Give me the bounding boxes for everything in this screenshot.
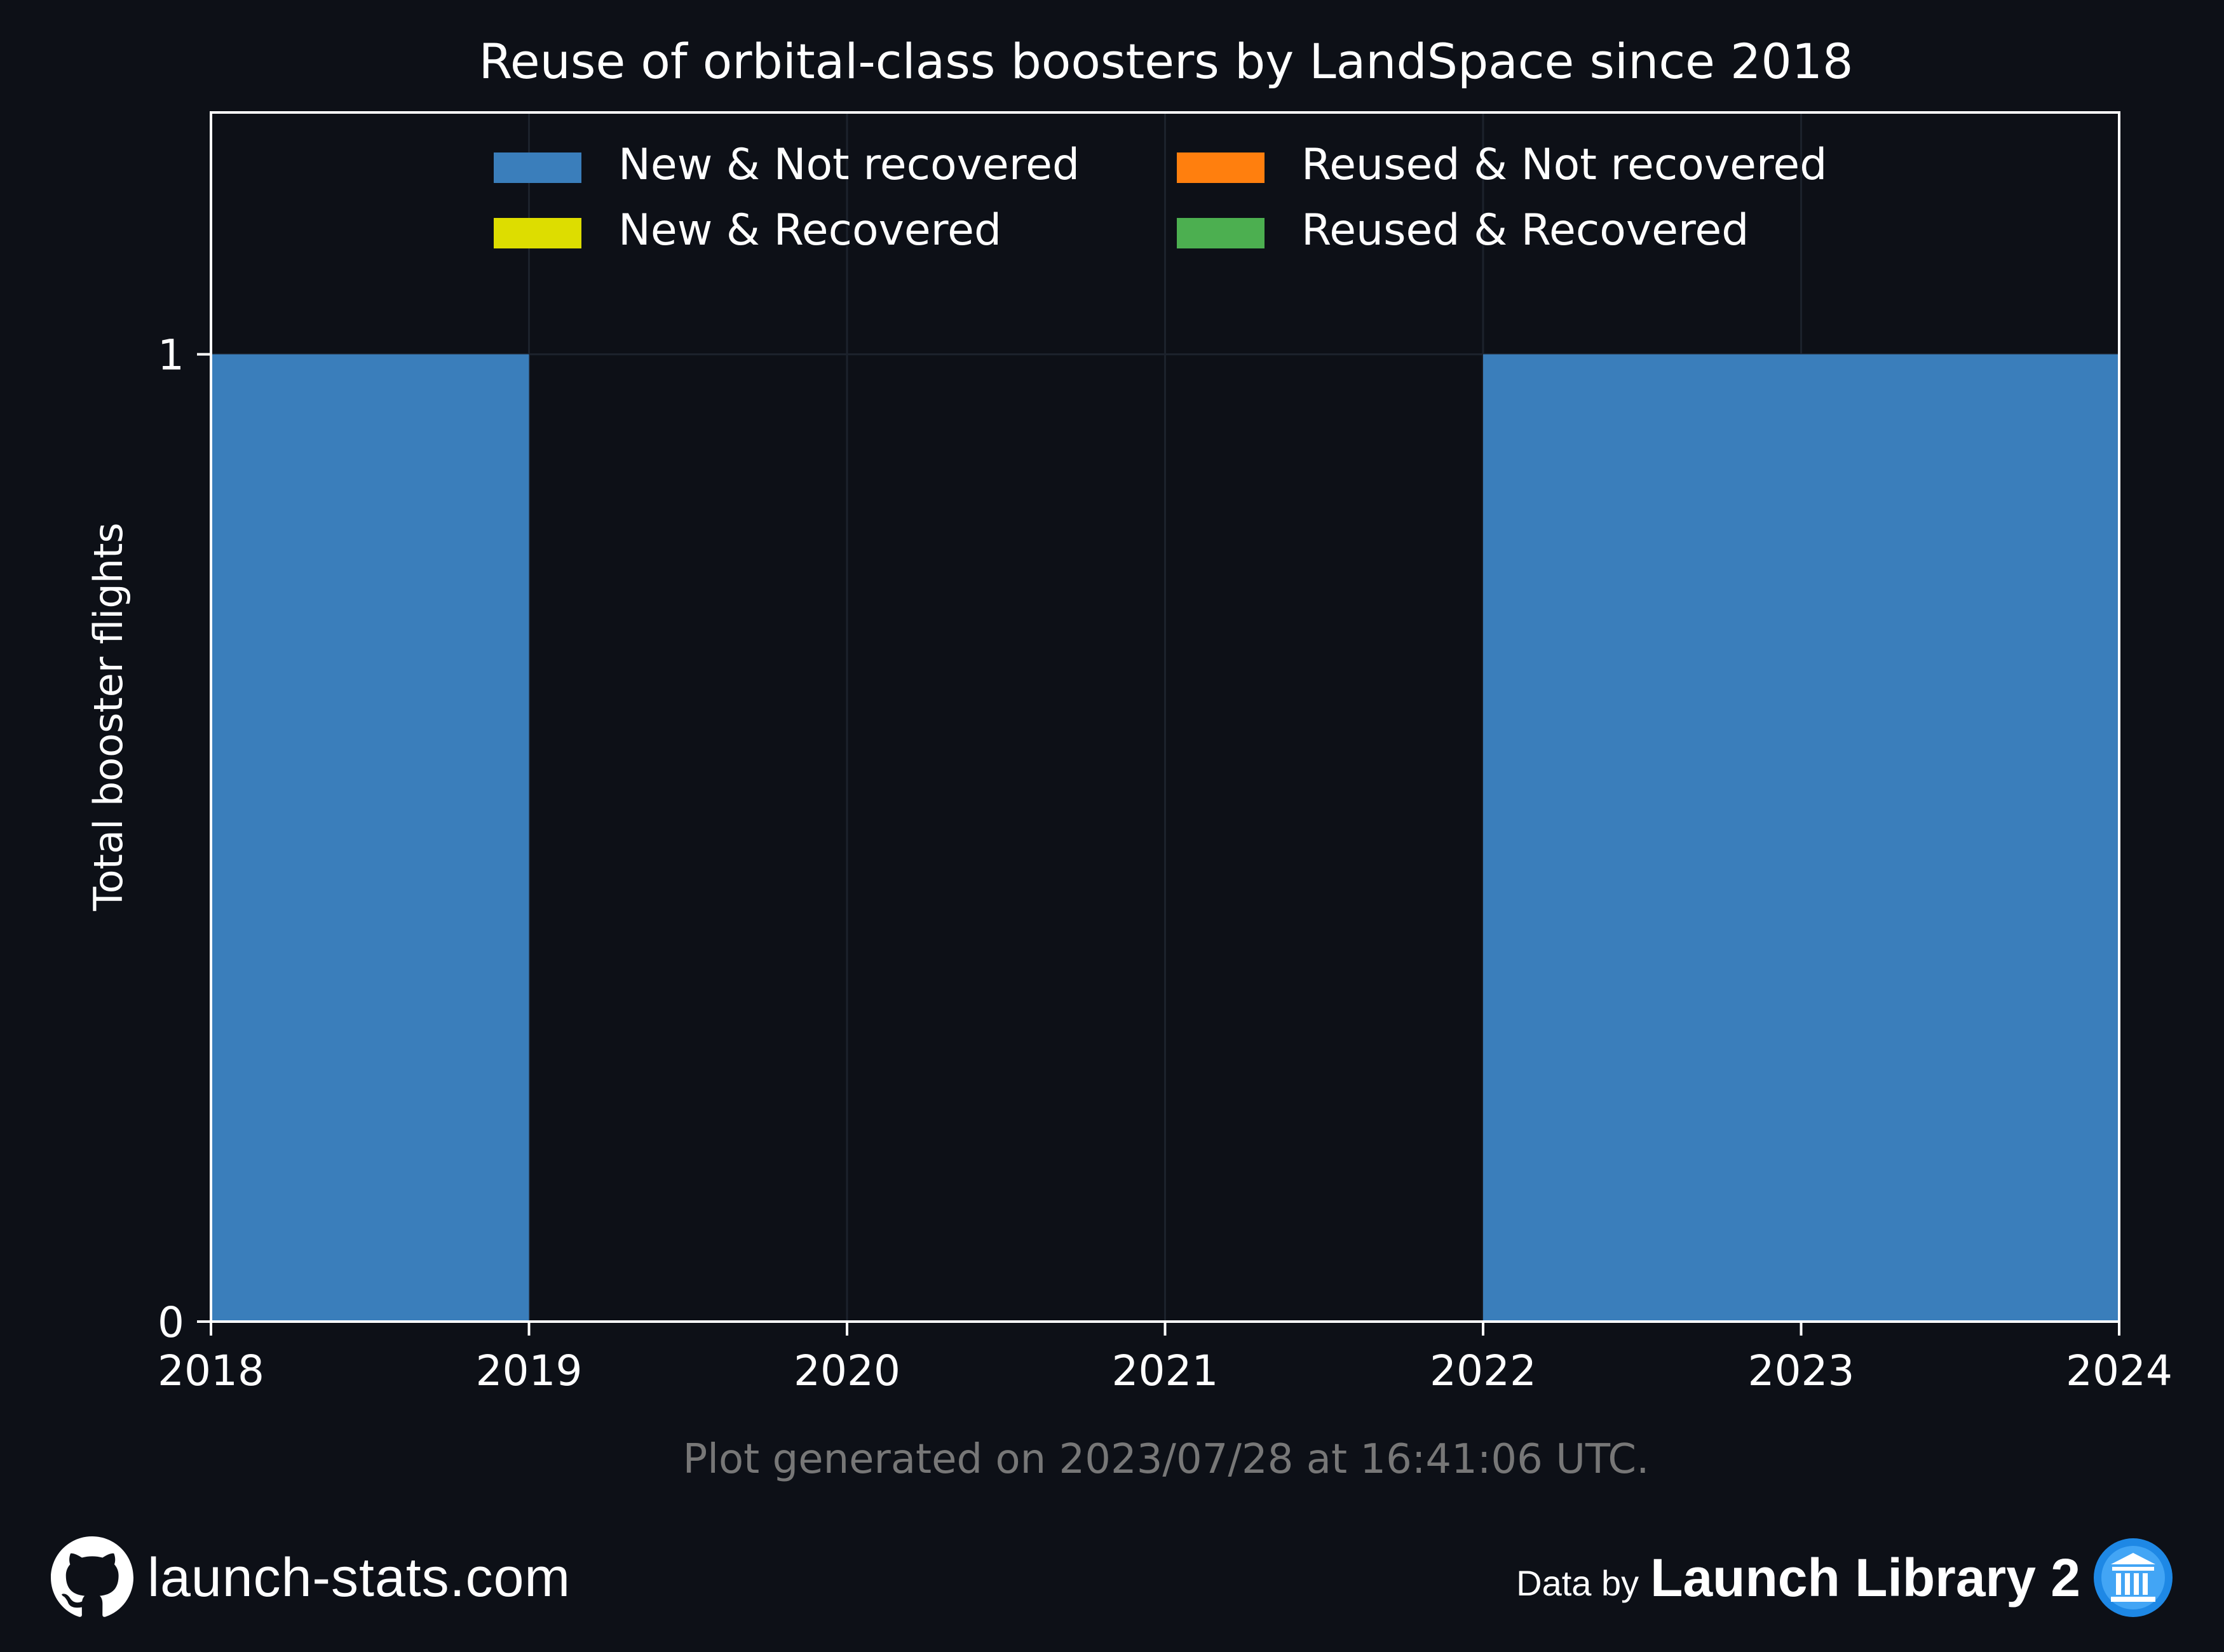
- generated-note: Plot generated on 2023/07/28 at 16:41:06…: [683, 1436, 1650, 1483]
- y-tick-label: 1: [158, 331, 184, 380]
- y-tick-label: 0: [158, 1298, 184, 1347]
- x-tick-label: 2021: [1112, 1346, 1219, 1395]
- legend-swatch: [494, 152, 581, 183]
- legend-swatch: [494, 218, 581, 248]
- footer-data-by-label: Data by: [1516, 1562, 1639, 1603]
- legend: New & Not recovered New & Recovered Reused…: [494, 140, 1827, 255]
- x-tick-label: 2022: [1430, 1346, 1536, 1395]
- x-tick-label: 2023: [1748, 1346, 1855, 1395]
- bars: [211, 354, 2119, 1322]
- footer-data-source[interactable]: Data by Launch Library 2: [1516, 1536, 2174, 1619]
- y-axis: 01: [158, 331, 211, 1347]
- footer-source-name: Launch Library 2: [1650, 1547, 2080, 1608]
- x-tick-label: 2019: [476, 1346, 583, 1395]
- chart-title: Reuse of orbital-class boosters by LandS…: [479, 33, 1854, 90]
- y-axis-label: Total booster flights: [85, 522, 132, 911]
- bar-2022-series-0: [1483, 354, 1801, 1322]
- x-tick-label: 2018: [158, 1346, 264, 1395]
- legend-swatch: [1177, 218, 1265, 248]
- x-tick-label: 2020: [794, 1346, 900, 1395]
- legend-label: Reused & Recovered: [1301, 205, 1749, 255]
- footer-site-text: launch-stats.com: [147, 1547, 571, 1608]
- x-axis: 2018 2019 2020 2021 2022 2023 2024: [158, 1322, 2173, 1395]
- launch-library-logo-icon: [2094, 1538, 2173, 1617]
- bar-2018-series-0: [211, 354, 529, 1322]
- bar-2023-series-0: [1801, 354, 2119, 1322]
- footer-site-link[interactable]: launch-stats.com: [51, 1536, 571, 1619]
- x-tick-label: 2024: [2066, 1346, 2173, 1395]
- legend-label: Reused & Not recovered: [1301, 140, 1827, 190]
- legend-label: New & Not recovered: [618, 140, 1080, 190]
- github-icon: [51, 1536, 133, 1617]
- legend-label: New & Recovered: [618, 205, 1001, 255]
- legend-swatch: [1177, 152, 1265, 183]
